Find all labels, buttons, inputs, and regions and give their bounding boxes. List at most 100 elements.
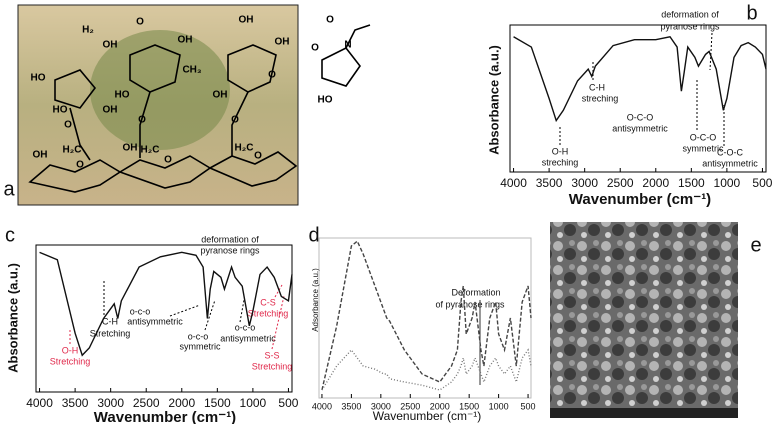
annotation: O-C-O xyxy=(690,132,717,142)
annotation-arrows xyxy=(559,32,725,146)
annotation: C-S xyxy=(260,297,276,307)
x-tick-label: 3500 xyxy=(341,401,361,411)
x-axis-label: Wavenumber (cm⁻¹) xyxy=(94,409,236,424)
x-tick-label: 2000 xyxy=(430,401,450,411)
annotation: O-H xyxy=(62,345,79,355)
panel-label: e xyxy=(750,234,761,256)
annotation: C-H xyxy=(102,316,118,326)
atom-label: O xyxy=(231,115,239,126)
plot-frame xyxy=(318,237,532,399)
x-tick-label: 4000 xyxy=(26,396,53,410)
atom-label: OH xyxy=(239,15,254,26)
atom-label: O xyxy=(138,115,146,126)
atom-label: O xyxy=(64,120,72,131)
x-tick-label: 3500 xyxy=(536,176,563,190)
annotation: Deformation xyxy=(451,287,500,297)
x-tick-label: 3500 xyxy=(62,396,89,410)
x-tick-label: 3000 xyxy=(371,401,391,411)
x-tick-label: 1000 xyxy=(240,396,267,410)
x-tick-label: 3000 xyxy=(97,396,124,410)
atom-label: N xyxy=(344,40,351,51)
atom-label: H₂ xyxy=(82,25,94,36)
atom-label: OH xyxy=(213,90,228,101)
atom-label: O xyxy=(164,155,172,166)
atom-label: OH xyxy=(178,35,193,46)
y-axis-label: Absorbance (a.u.) xyxy=(486,45,501,155)
annotation: O-H xyxy=(552,146,569,156)
annotation: antisymmetric xyxy=(220,333,276,343)
atom-label: H₂C xyxy=(63,145,82,156)
panel-c-annotations: deformation of pyranose rings C-H Stretc… xyxy=(50,234,293,371)
x-tick-label: 2000 xyxy=(642,176,669,190)
atom-label: O xyxy=(254,151,262,162)
annotation: antisymmetric xyxy=(127,316,183,326)
atom-label: H₂C xyxy=(235,143,254,154)
annotation: Stretching xyxy=(252,361,293,371)
spectrum-line xyxy=(39,251,293,357)
structure-labels: H₂ OH HO HO O OH CH₃ HO OH OH O OH O N O… xyxy=(31,15,352,171)
atom-label: O xyxy=(311,43,319,54)
structure-bonds xyxy=(28,24,371,193)
x-tick-label: 3000 xyxy=(571,176,598,190)
annotation: streching xyxy=(542,157,579,167)
x-tick-label: 1500 xyxy=(204,396,231,410)
panel-label: b xyxy=(746,2,757,24)
atom-label: CH₃ xyxy=(182,65,201,76)
annotation: deformation of xyxy=(201,234,259,244)
x-tick-label: 4000 xyxy=(500,176,527,190)
spectrum-line xyxy=(513,35,767,123)
x-tick-label: 500 xyxy=(278,396,298,410)
x-tick-label: 1500 xyxy=(678,176,705,190)
x-axis-label: Wavenumber (cm⁻¹) xyxy=(569,191,711,208)
panel-d-annotations: Deformation of pyranose rings xyxy=(435,287,505,385)
x-tick-label: 2500 xyxy=(607,176,634,190)
atom-label: OH xyxy=(103,105,118,116)
x-tick-label: 500 xyxy=(521,401,536,411)
x-axis-label: Wavenumber (cm⁻¹) xyxy=(373,409,482,423)
x-tick-label: 2500 xyxy=(133,396,160,410)
panel-b-annotations: deformation of pyranose rings C-H strech… xyxy=(542,9,759,168)
annotation: antisymmetric xyxy=(612,123,668,133)
annotation: antisymmetric xyxy=(702,158,758,168)
annotation: S-S xyxy=(264,350,279,360)
x-tick-label: 500 xyxy=(752,176,772,190)
sem-scale-bar xyxy=(550,408,738,418)
y-axis-label: Adsorbance (a.u.) xyxy=(311,268,320,332)
atom-label: HO xyxy=(53,105,68,116)
plot-frame xyxy=(35,244,293,393)
annotation: O-C-O xyxy=(627,112,654,122)
annotation: pyranose rings xyxy=(660,21,720,31)
x-tick-label: 4000 xyxy=(312,401,332,411)
annotation: o-c-o xyxy=(130,306,151,316)
annotation: streching xyxy=(582,93,619,103)
panel-e: e xyxy=(550,222,762,418)
atom-label: O xyxy=(326,15,334,26)
atom-label: O xyxy=(136,17,144,28)
spectrum-line xyxy=(321,348,532,391)
shrub xyxy=(90,30,230,150)
annotation: Stretching xyxy=(90,328,131,338)
x-tick-label: 2500 xyxy=(400,401,420,411)
atom-label: OH xyxy=(33,150,48,161)
atom-label: H₂C xyxy=(141,145,160,156)
annotation: symmetric xyxy=(683,143,724,153)
x-tick-label: 1500 xyxy=(459,401,479,411)
annotation: C-H xyxy=(589,82,605,92)
annotation-arrows xyxy=(69,280,285,350)
annotation: Stretching xyxy=(50,356,91,366)
x-tick-label: 1000 xyxy=(489,401,509,411)
annotation: of pyranose rings xyxy=(435,299,505,309)
panel-label: d xyxy=(308,224,319,246)
atom-label: HO xyxy=(115,90,130,101)
sem-image xyxy=(550,222,738,418)
atom-label: OH xyxy=(275,37,290,48)
panel-label: a xyxy=(3,178,15,200)
atom-label: HO xyxy=(31,73,46,84)
annotation: deformation of xyxy=(661,9,719,19)
annotation: Stretching xyxy=(248,308,289,318)
atom-label: OH xyxy=(103,40,118,51)
annotation: o-c-o xyxy=(188,331,209,341)
plot-frame xyxy=(509,24,767,173)
spectrum-line xyxy=(321,240,532,391)
